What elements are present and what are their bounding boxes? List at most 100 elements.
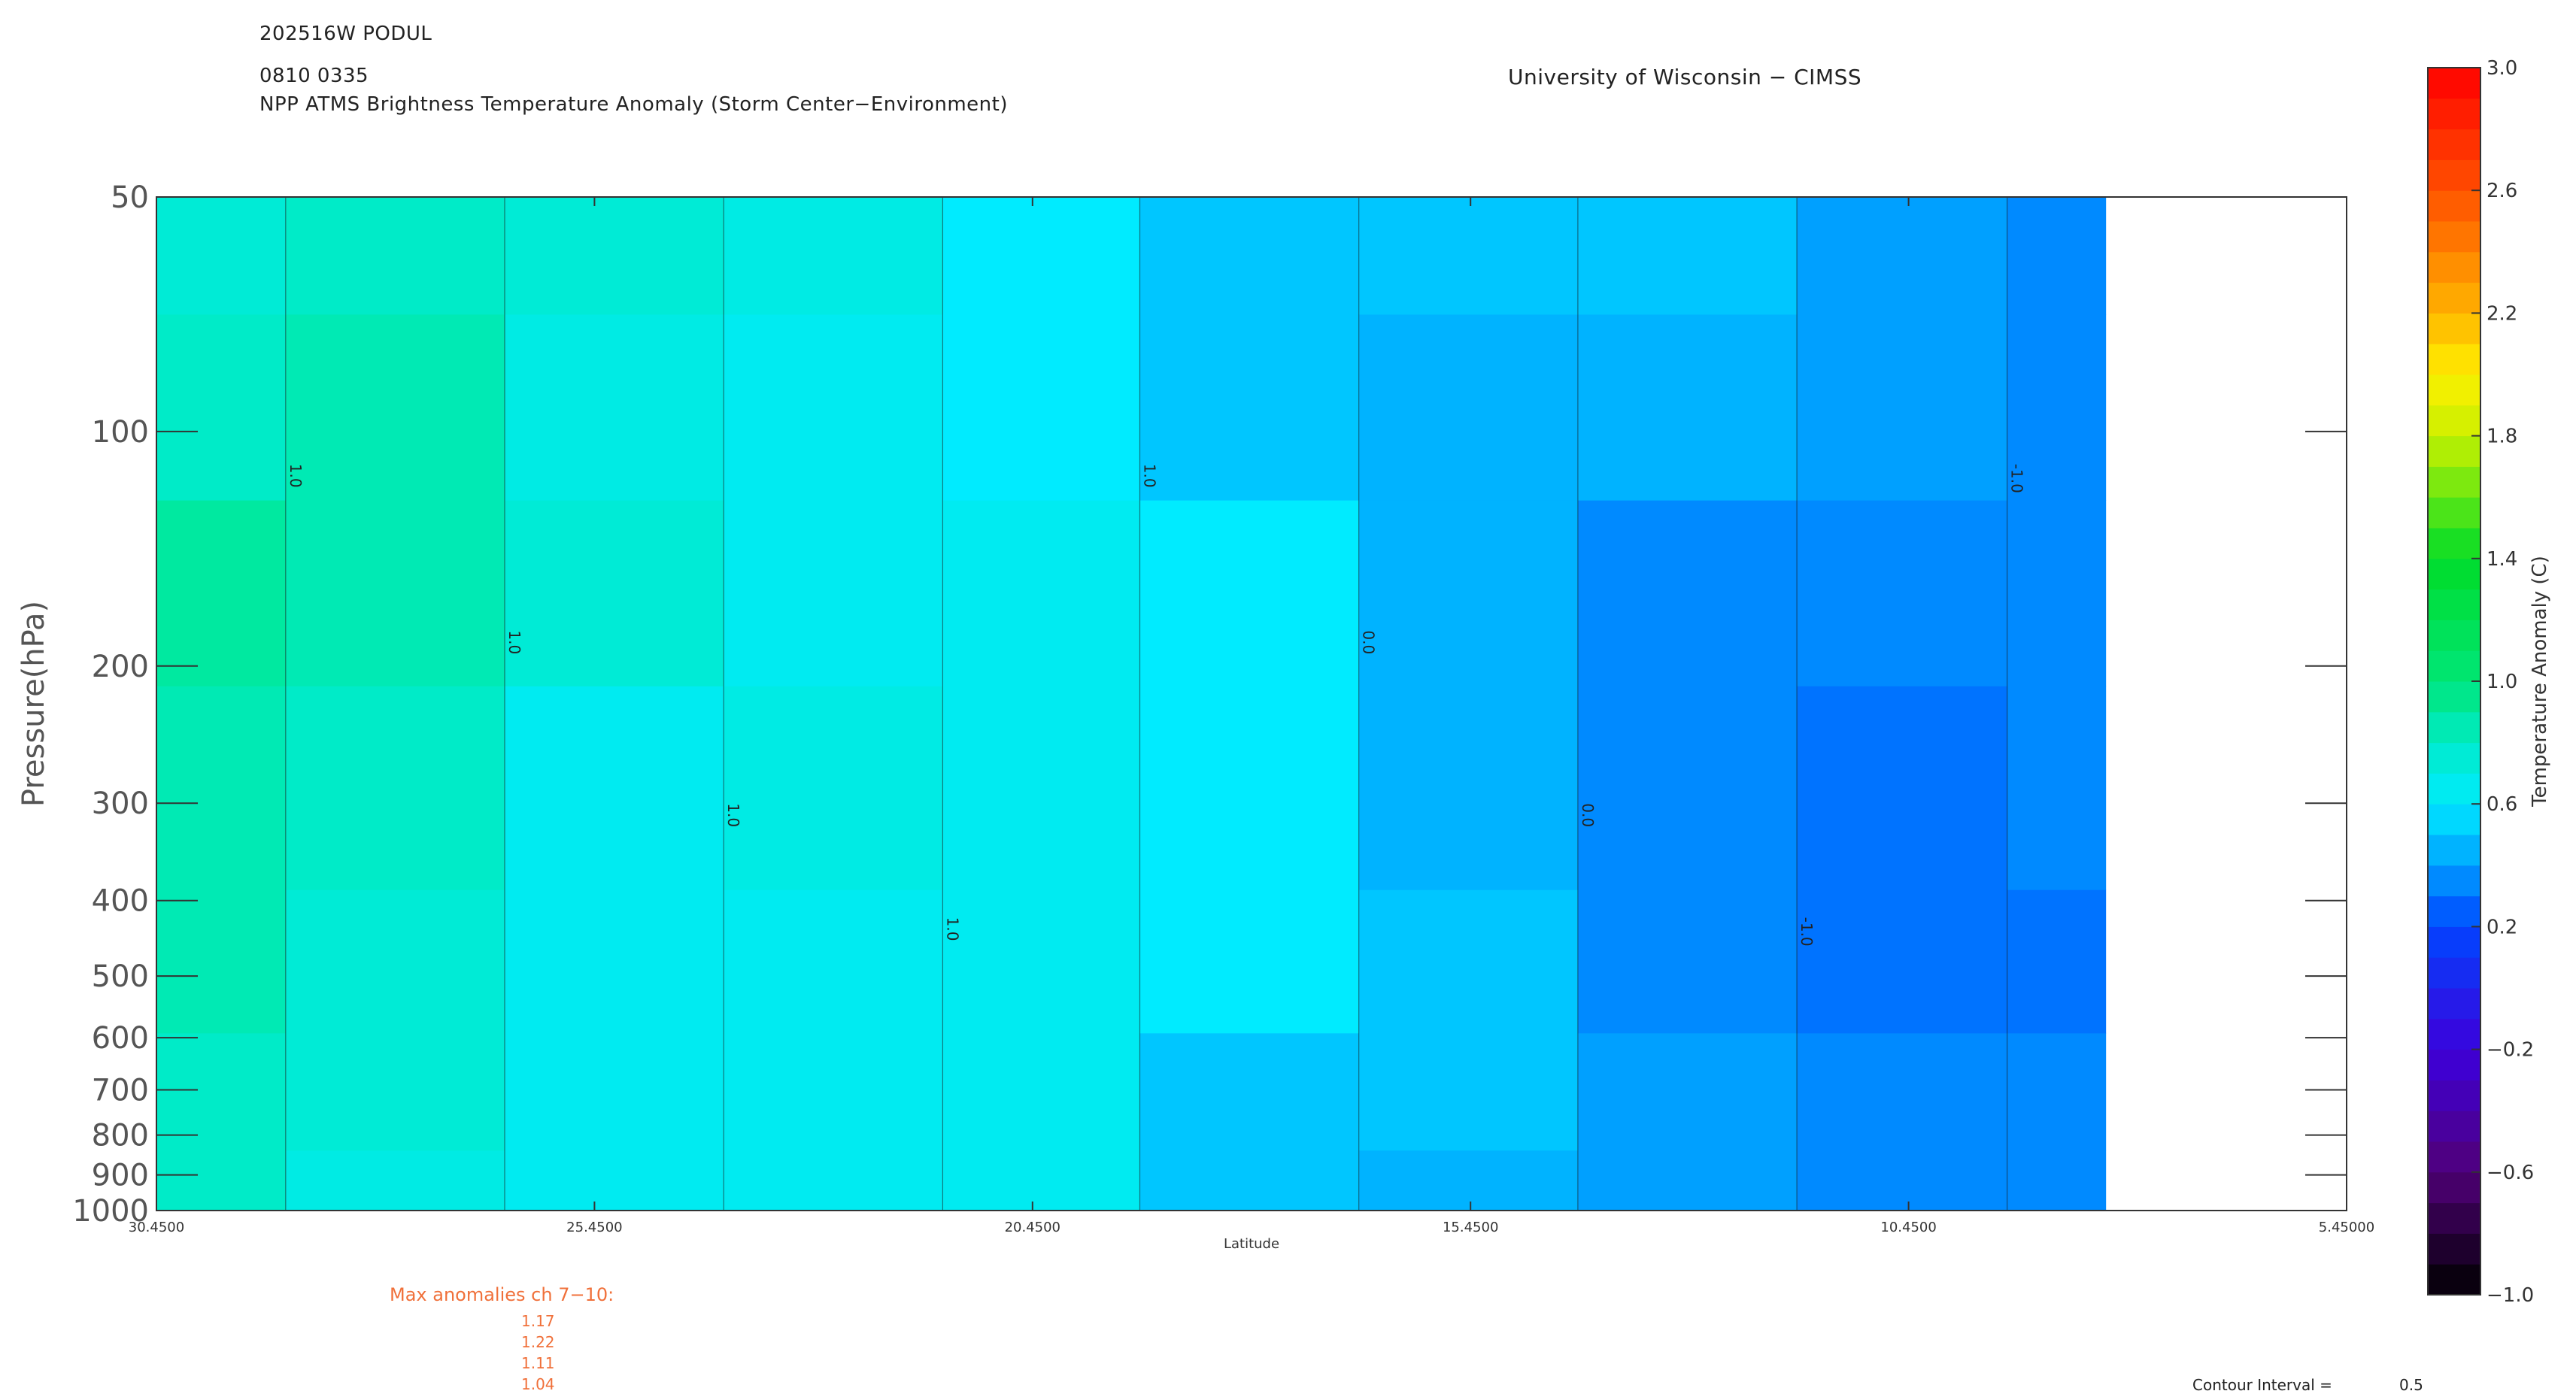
colorbar-segment bbox=[2428, 313, 2480, 344]
y-tick-label: 400 bbox=[92, 884, 149, 919]
heatmap-cell bbox=[1139, 889, 1360, 1034]
colorbar-segment bbox=[2428, 957, 2480, 989]
colorbar-segment bbox=[2428, 620, 2480, 651]
y-tick-label: 900 bbox=[92, 1159, 149, 1193]
colorbar-segment bbox=[2428, 466, 2480, 498]
colorbar-segment bbox=[2428, 1018, 2480, 1050]
heatmap-cell bbox=[505, 197, 724, 315]
plot-frame bbox=[156, 196, 2347, 1211]
heatmap-cell bbox=[724, 500, 943, 686]
colorbar-tick-label: 0.2 bbox=[2486, 916, 2517, 938]
y-tick-label: 50 bbox=[111, 180, 149, 215]
y-tick-label: 600 bbox=[92, 1021, 149, 1056]
contour-interval-label: Contour Interval = bbox=[2192, 1376, 2332, 1394]
datetime: 0810 0335 bbox=[259, 65, 369, 87]
heatmap-cell bbox=[1358, 1032, 1579, 1151]
colorbar-segment bbox=[2428, 988, 2480, 1020]
heatmap-cell bbox=[1797, 500, 2008, 686]
colorbar-segment bbox=[2428, 895, 2480, 927]
chart-subtitle: NPP ATMS Brightness Temperature Anomaly … bbox=[259, 93, 1008, 116]
colorbar-segment bbox=[2428, 589, 2480, 620]
colorbar-segment bbox=[2428, 773, 2480, 805]
heatmap-cell bbox=[724, 1032, 943, 1151]
heatmap-cell bbox=[1358, 1150, 1579, 1211]
heatmap-cell bbox=[1358, 314, 1579, 501]
colorbar-segment bbox=[2428, 129, 2480, 160]
colorbar-segment bbox=[2428, 650, 2480, 682]
max-anomaly-value: 1.11 bbox=[521, 1354, 555, 1372]
heatmap-cell bbox=[942, 500, 1140, 686]
colorbar-tick-label: 1.0 bbox=[2486, 671, 2517, 693]
heatmap-cell bbox=[285, 1150, 505, 1211]
colorbar-segment bbox=[2428, 405, 2480, 437]
y-tick-label: 500 bbox=[92, 959, 149, 994]
x-tick-label: 5.45000 bbox=[2319, 1220, 2374, 1235]
heatmap-cell bbox=[724, 314, 943, 501]
x-tick-label: 25.4500 bbox=[566, 1220, 622, 1235]
heatmap-cell bbox=[156, 1150, 287, 1211]
colorbar-segment bbox=[2428, 68, 2480, 99]
heatmap-cell bbox=[1139, 1150, 1360, 1211]
colorbar-segment bbox=[2428, 374, 2480, 406]
colorbar-segment bbox=[2428, 1111, 2480, 1142]
x-tick-label: 15.4500 bbox=[1443, 1220, 1498, 1235]
x-tick-label: 30.4500 bbox=[129, 1220, 184, 1235]
heatmap-cell bbox=[156, 500, 287, 686]
heatmap-layer bbox=[156, 197, 2107, 1211]
colorbar-segment bbox=[2428, 742, 2480, 774]
heatmap-cell bbox=[156, 1032, 287, 1151]
contour-label: 0.0 bbox=[1360, 630, 1378, 654]
heatmap-cell bbox=[942, 197, 1140, 315]
heatmap-cell bbox=[156, 197, 287, 315]
heatmap-cell bbox=[942, 314, 1140, 501]
heatmap-cell bbox=[156, 314, 287, 501]
heatmap-cell bbox=[156, 686, 287, 890]
colorbar-label: Temperature Anomaly (C) bbox=[2529, 556, 2551, 808]
heatmap-cell bbox=[1577, 314, 1798, 501]
heatmap-cell bbox=[1797, 1150, 2008, 1211]
heatmap-cell bbox=[724, 1150, 943, 1211]
colorbar-segment bbox=[2428, 1080, 2480, 1111]
heatmap-cell bbox=[505, 889, 724, 1034]
heatmap-cell bbox=[1577, 1150, 1798, 1211]
heatmap-cell bbox=[2007, 1150, 2107, 1211]
heatmap-cell bbox=[724, 686, 943, 890]
y-tick-label: 800 bbox=[92, 1119, 149, 1153]
y-tick-label: 100 bbox=[92, 415, 149, 450]
colorbar-segment bbox=[2428, 159, 2480, 191]
colorbar-tick-label: 2.2 bbox=[2486, 302, 2517, 325]
heatmap-cell bbox=[505, 686, 724, 890]
heatmap-cell bbox=[1577, 197, 1798, 315]
contour-label: 0.0 bbox=[1579, 803, 1597, 827]
heatmap-cell bbox=[2007, 197, 2107, 315]
colorbar-tick-label: −1.0 bbox=[2486, 1284, 2534, 1307]
colorbar-segment bbox=[2428, 221, 2480, 253]
contour-label: 1.0 bbox=[1140, 464, 1158, 488]
colorbar-segment bbox=[2428, 1049, 2480, 1080]
heatmap-cell bbox=[1577, 1032, 1798, 1151]
colorbar-segment bbox=[2428, 282, 2480, 314]
heatmap-cell bbox=[505, 1150, 724, 1211]
heatmap-cell bbox=[724, 197, 943, 315]
heatmap-cell bbox=[1139, 1032, 1360, 1151]
heatmap-cell bbox=[1797, 1032, 2008, 1151]
colorbar-tick-label: 1.8 bbox=[2486, 426, 2517, 448]
colorbar-segment bbox=[2428, 711, 2480, 744]
colorbar-segment bbox=[2428, 835, 2480, 866]
heatmap-cell bbox=[1139, 500, 1360, 686]
contour-label: 1.0 bbox=[287, 464, 305, 488]
colorbar-segment bbox=[2428, 681, 2480, 713]
heatmap-cell bbox=[285, 686, 505, 890]
y-axis-label: Pressure(hPa) bbox=[17, 601, 51, 807]
y-tick-label: 300 bbox=[92, 786, 149, 821]
heatmap-cell bbox=[505, 314, 724, 501]
contour-label: 1.0 bbox=[724, 803, 742, 827]
contour-label: 1.0 bbox=[943, 917, 961, 941]
heatmap-cell bbox=[285, 500, 505, 686]
colorbar-segment bbox=[2428, 435, 2480, 467]
heatmap-cell bbox=[1577, 500, 1798, 686]
heatmap-cell bbox=[942, 889, 1140, 1034]
x-tick-label: 10.4500 bbox=[1880, 1220, 1936, 1235]
institution: University of Wisconsin − CIMSS bbox=[1508, 65, 1862, 89]
